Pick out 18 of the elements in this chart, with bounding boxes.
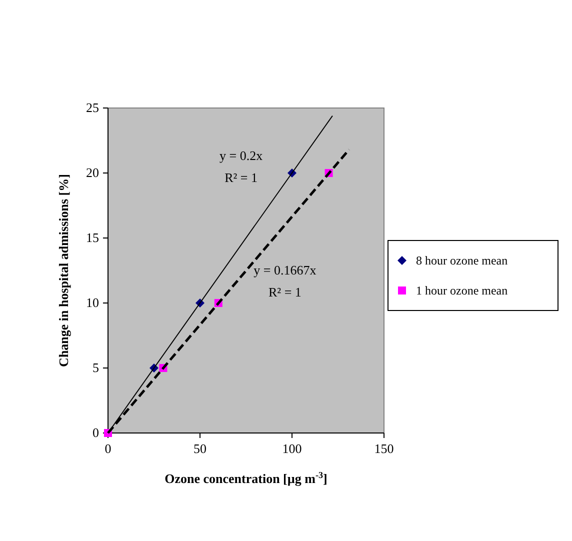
y-tick-label: 0 (92, 425, 99, 440)
annotation: y = 0.2x (220, 148, 264, 164)
y-tick-label: 10 (86, 295, 99, 310)
y-axis-title: Change in hospital admissions [%] (56, 174, 71, 367)
annotation: R² = 1 (224, 170, 258, 186)
x-tick-label: 100 (282, 441, 302, 456)
y-tick-label: 5 (92, 360, 99, 375)
legend-label: 1 hour ozone mean (416, 284, 508, 298)
x-tick-label: 150 (374, 441, 394, 456)
annotation: R² = 1 (268, 284, 302, 300)
x-axis-title: Ozone concentration [µg m$^{-3}$] (164, 470, 328, 486)
legend-label: 8 hour ozone mean (416, 254, 508, 268)
y-tick-label: 25 (86, 100, 99, 115)
y-tick-label: 20 (86, 165, 99, 180)
x-tick-label: 50 (194, 441, 206, 456)
y-tick-label: 15 (86, 230, 99, 245)
x-tick-label: 0 (104, 441, 112, 456)
annotation: y = 0.1667x (254, 262, 317, 278)
